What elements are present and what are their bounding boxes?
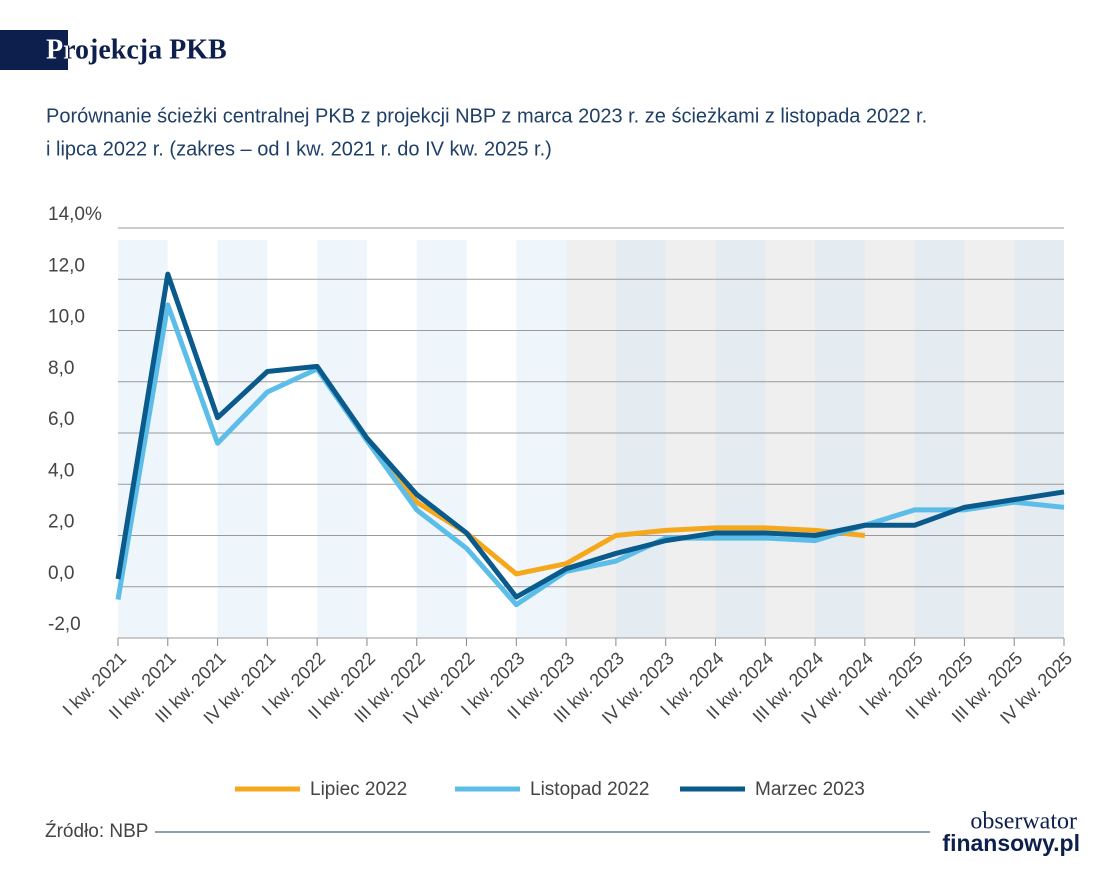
legend-label: Lipiec 2022 [310, 779, 407, 800]
chart-title: Projekcja PKB [46, 34, 227, 65]
logo: finansowy.pl [942, 830, 1080, 856]
y-tick-label: 6,0 [48, 409, 74, 430]
legend-label: Listopad 2022 [530, 779, 649, 800]
series-line [115, 302, 1065, 608]
y-tick-label: 2,0 [48, 512, 74, 533]
band [615, 240, 666, 638]
subtitle: Porównanie ścieżki centralnej PKB z proj… [46, 105, 927, 127]
y-tick-label: 14,0% [48, 204, 102, 225]
band [217, 240, 268, 638]
band [914, 240, 965, 638]
source: Źródło: NBP [45, 821, 148, 842]
band [815, 240, 865, 638]
y-tick-label: 8,0 [48, 358, 74, 379]
y-tick-label: 0,0 [48, 563, 74, 584]
legend-label: Marzec 2023 [755, 779, 865, 800]
chart-title-highlight: Projekcja PKB [46, 34, 227, 65]
y-tick-label: 12,0 [48, 255, 85, 276]
band [416, 240, 467, 638]
band [715, 240, 766, 638]
y-tick-label: 4,0 [48, 460, 74, 481]
title-block [0, 30, 68, 70]
y-tick-label: -2,0 [48, 614, 81, 635]
band [1014, 240, 1064, 638]
band [317, 240, 367, 638]
series-line [115, 271, 1065, 600]
y-tick-label: 10,0 [48, 307, 85, 328]
subtitle: i lipca 2022 r. (zakres – od I kw. 2021 … [46, 138, 552, 160]
logo: obserwator [970, 809, 1077, 835]
